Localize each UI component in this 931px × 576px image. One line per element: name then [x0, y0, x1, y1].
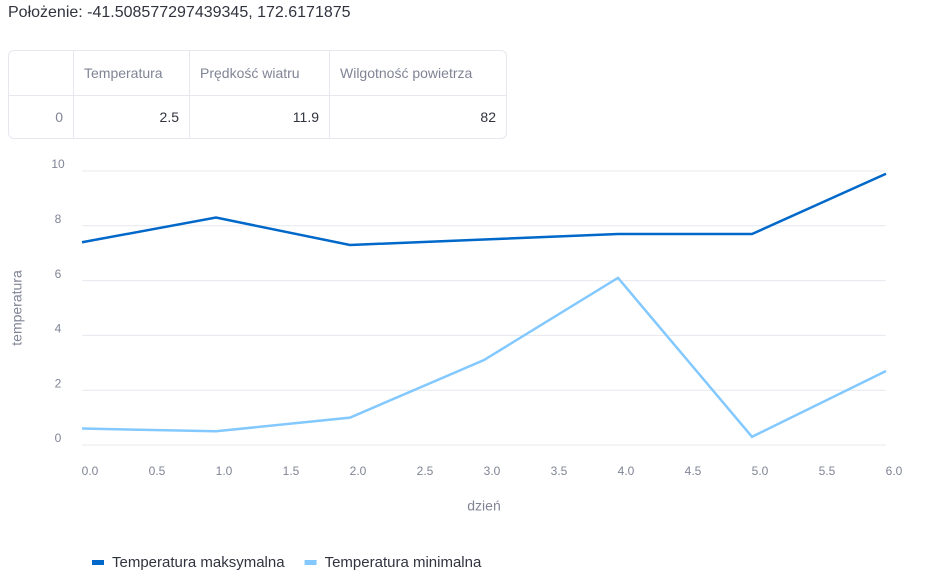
- line: [81, 276, 887, 439]
- row-index: 0: [9, 96, 74, 138]
- line: [81, 172, 887, 247]
- table-cell: 82: [480, 109, 496, 125]
- x-tick-label: 1.0: [216, 464, 233, 478]
- table-header: Wilgotność powietrza: [330, 51, 506, 96]
- table-header: [9, 51, 74, 96]
- y-tick-label: 2: [55, 376, 62, 390]
- x-tick-label: 1.5: [283, 464, 300, 478]
- x-tick-label: 5.5: [819, 464, 836, 478]
- x-tick-label: 3.5: [551, 464, 568, 478]
- x-tick-label: 4.0: [618, 464, 635, 478]
- data-table: Temperatura Prędkość wiatru Wilgotność p…: [8, 50, 507, 139]
- y-tick-label: 10: [51, 157, 65, 171]
- legend-label: Temperatura minimalna: [325, 554, 482, 571]
- table-cell: 11.9: [190, 96, 330, 138]
- table-cell: 2.5: [74, 96, 190, 138]
- location-text: Położenie: -41.508577297439345, 172.6171…: [8, 4, 351, 21]
- x-tick-label: 6.0: [886, 464, 903, 478]
- y-tick-label: 4: [55, 322, 62, 336]
- x-tick-label: 0.5: [149, 464, 166, 478]
- x-tick-label: 2.5: [417, 464, 434, 478]
- y-tick-label: 0: [55, 431, 62, 445]
- y-tick-label: 8: [55, 212, 62, 226]
- table-header: Prędkość wiatru: [190, 51, 330, 96]
- x-tick-label: 5.0: [752, 464, 769, 478]
- y-tick-label: 6: [55, 267, 62, 281]
- legend-label: Temperatura maksymalna: [112, 554, 285, 571]
- x-axis-title: dzień: [467, 498, 500, 514]
- legend-swatch: [92, 560, 104, 565]
- chart: temperatura dzień 0 2 4 6 8 10 0.0 0.5 1.0 1.5 2.0…: [9, 157, 903, 571]
- y-axis-title: temperatura: [9, 270, 25, 346]
- x-tick-label: 3.0: [484, 464, 501, 478]
- x-tick-label: 4.5: [685, 464, 702, 478]
- legend-swatch: [304, 560, 317, 565]
- x-tick-label: 2.0: [350, 464, 367, 478]
- x-tick-label: 0.0: [82, 464, 99, 478]
- table-header: Temperatura: [74, 51, 190, 96]
